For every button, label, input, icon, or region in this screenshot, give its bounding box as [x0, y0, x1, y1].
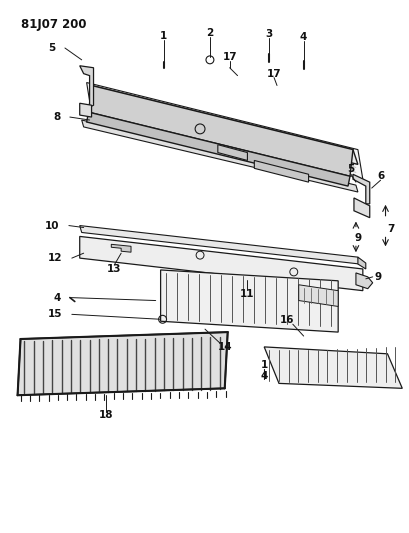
Polygon shape: [217, 144, 247, 160]
Polygon shape: [353, 198, 369, 217]
Polygon shape: [160, 270, 337, 332]
Polygon shape: [79, 237, 362, 290]
Text: 8: 8: [53, 112, 61, 122]
Polygon shape: [352, 174, 369, 204]
Polygon shape: [79, 103, 91, 117]
Text: 3: 3: [265, 29, 272, 39]
Text: 1: 1: [260, 360, 267, 370]
Text: 17: 17: [222, 52, 236, 62]
Polygon shape: [86, 83, 362, 179]
Text: 17: 17: [266, 69, 281, 79]
Text: 15: 15: [48, 309, 62, 319]
Polygon shape: [88, 85, 352, 176]
Polygon shape: [263, 347, 401, 389]
Polygon shape: [254, 160, 308, 182]
Text: 18: 18: [99, 410, 113, 420]
Text: 14: 14: [217, 342, 231, 352]
Text: 6: 6: [376, 171, 383, 181]
Text: 2: 2: [206, 28, 213, 38]
Text: 12: 12: [48, 253, 62, 263]
Polygon shape: [91, 85, 357, 164]
Polygon shape: [18, 332, 227, 395]
Polygon shape: [79, 66, 93, 107]
Text: 4: 4: [299, 32, 307, 42]
Polygon shape: [298, 285, 337, 306]
Text: 10: 10: [45, 221, 59, 231]
Text: 1: 1: [160, 31, 167, 41]
Text: 4: 4: [53, 293, 61, 303]
Text: 16: 16: [279, 315, 293, 325]
Text: 4: 4: [260, 370, 267, 381]
Polygon shape: [81, 120, 357, 192]
Text: 81J07 200: 81J07 200: [20, 19, 86, 31]
Text: 9: 9: [353, 233, 361, 244]
Text: 11: 11: [240, 289, 254, 298]
Text: 13: 13: [107, 264, 121, 274]
Text: 5: 5: [346, 164, 354, 174]
Polygon shape: [355, 273, 372, 289]
Text: 7: 7: [386, 223, 393, 233]
Polygon shape: [111, 244, 131, 252]
Text: 5: 5: [48, 43, 56, 53]
Polygon shape: [79, 225, 359, 264]
Polygon shape: [357, 257, 365, 269]
Text: 9: 9: [373, 272, 380, 282]
Polygon shape: [86, 112, 349, 186]
